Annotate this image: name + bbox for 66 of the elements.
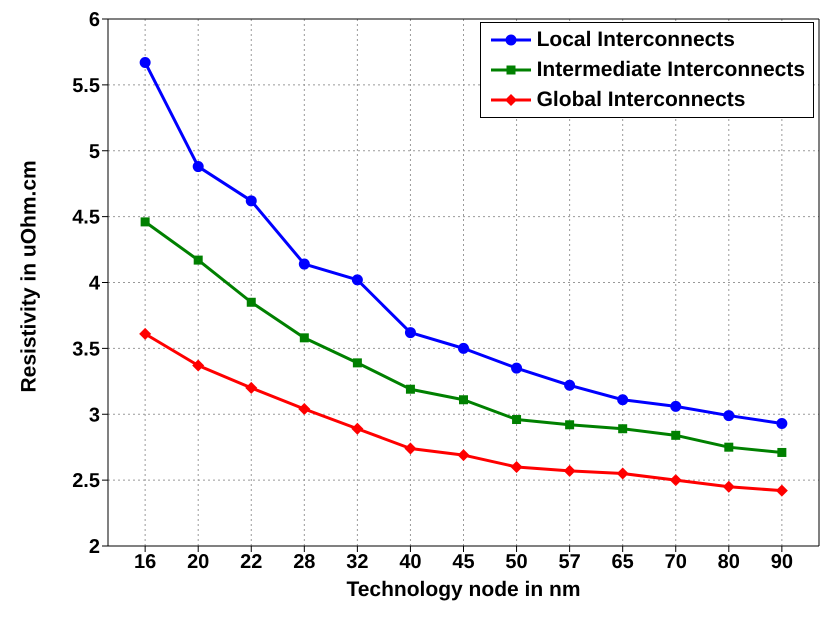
point xyxy=(300,333,309,342)
point xyxy=(723,410,734,422)
x-tick-label: 40 xyxy=(399,551,422,574)
point xyxy=(616,468,629,480)
point xyxy=(510,460,523,473)
x-tick-label: 28 xyxy=(293,551,316,574)
point xyxy=(351,422,364,435)
point xyxy=(404,442,416,455)
legend-label: Local Interconnects xyxy=(536,28,735,52)
y-tick-label: 4 xyxy=(88,272,101,295)
point xyxy=(670,474,682,486)
point xyxy=(511,362,522,374)
point xyxy=(776,418,788,429)
y-axis-title: Resistivity in uOhm.cm xyxy=(17,160,40,392)
point xyxy=(352,274,363,286)
point xyxy=(565,420,574,430)
y-tick-label: 3.5 xyxy=(72,338,100,360)
point xyxy=(139,328,152,340)
x-tick-label: 80 xyxy=(718,551,740,574)
point xyxy=(246,298,256,307)
point xyxy=(617,394,628,406)
y-tick-label: 2.5 xyxy=(72,470,100,492)
y-tick-label: 4.5 xyxy=(72,206,100,229)
point xyxy=(246,195,257,206)
legend-label: Global Interconnects xyxy=(536,88,746,112)
point xyxy=(458,342,469,354)
x-tick-label: 65 xyxy=(612,551,634,574)
legend-label: Intermediate Interconnects xyxy=(536,58,805,82)
x-tick-label: 50 xyxy=(505,551,528,574)
point xyxy=(140,56,151,68)
point xyxy=(459,395,468,404)
point xyxy=(192,161,204,172)
point xyxy=(564,464,576,477)
point xyxy=(564,380,576,391)
point xyxy=(670,400,682,412)
point xyxy=(722,480,735,493)
point xyxy=(298,258,310,270)
point xyxy=(724,442,734,452)
point xyxy=(776,484,788,497)
x-tick-label: 70 xyxy=(664,551,687,574)
point xyxy=(194,256,203,265)
x-tick-label: 22 xyxy=(240,551,262,574)
y-tick-label: 5.5 xyxy=(72,74,100,97)
x-tick-label: 57 xyxy=(558,551,581,574)
point xyxy=(404,327,416,338)
point xyxy=(245,382,258,394)
y-tick-label: 3 xyxy=(88,404,100,426)
point xyxy=(777,448,786,457)
x-tick-label: 90 xyxy=(770,551,793,574)
x-tick-label: 32 xyxy=(346,551,369,574)
point xyxy=(140,217,150,226)
y-tick-label: 2 xyxy=(88,536,100,558)
x-tick-label: 20 xyxy=(187,551,210,574)
point xyxy=(406,384,415,394)
point xyxy=(512,415,522,424)
point xyxy=(671,430,680,440)
point xyxy=(192,360,204,372)
point xyxy=(298,402,310,415)
y-tick-label: 6 xyxy=(88,9,100,32)
y-tick-label: 5 xyxy=(88,140,100,163)
x-axis-title: Technology node in nm xyxy=(346,578,581,601)
x-tick-label: 45 xyxy=(452,551,475,574)
point xyxy=(458,449,470,462)
x-tick-label: 16 xyxy=(134,551,156,574)
point xyxy=(618,424,628,434)
point xyxy=(352,358,362,368)
